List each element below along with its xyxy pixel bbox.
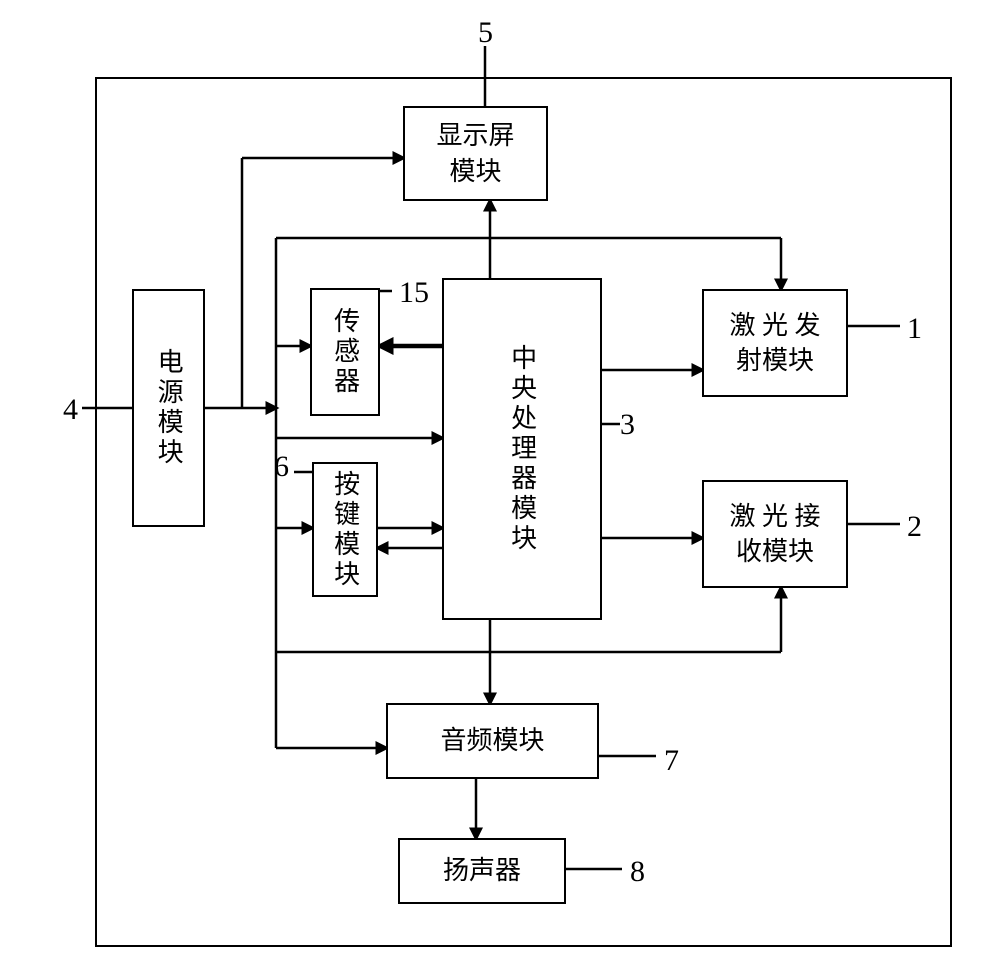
label-n6: 6 [274,450,289,484]
label-n5: 5 [478,16,493,50]
box-button-label: 按键模块 [329,470,360,590]
box-display-label: 显示屏模块 [436,118,514,188]
box-button: 按键模块 [312,462,378,597]
label-n7: 7 [664,744,679,778]
box-sensor: 传感器 [310,288,380,416]
label-n2: 2 [907,510,922,544]
box-laser_tx: 激 光 发射模块 [702,289,848,397]
box-cpu-label: 中央处理器模块 [506,344,537,554]
box-sensor-label: 传感器 [329,307,360,397]
box-laser_rx: 激 光 接收模块 [702,480,848,588]
label-n8: 8 [630,855,645,889]
box-display: 显示屏模块 [403,106,548,201]
label-n3: 3 [620,408,635,442]
box-laser_tx-label: 激 光 发射模块 [729,308,820,378]
box-audio-label: 音频模块 [440,723,544,758]
box-speaker: 扬声器 [398,838,566,904]
box-laser_rx-label: 激 光 接收模块 [729,499,820,569]
box-audio: 音频模块 [386,703,599,779]
box-cpu: 中央处理器模块 [442,278,602,620]
label-n4: 4 [63,393,78,427]
box-power-label: 电源模块 [153,348,184,468]
box-speaker-label: 扬声器 [443,853,521,888]
diagram-stage: 显示屏模块电源模块 传感器 中央处理器模块 激 光 发射模块按键模块 激 光 接收模块音… [0,0,1000,960]
label-n1: 1 [907,312,922,346]
box-power: 电源模块 [132,289,205,527]
label-n15: 15 [399,276,429,310]
